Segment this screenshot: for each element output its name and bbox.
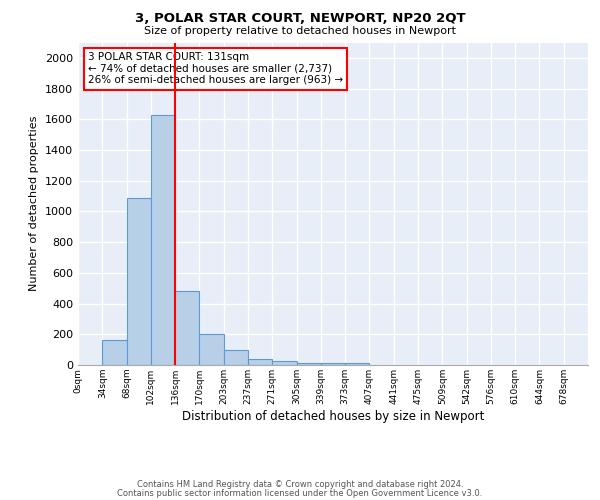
Text: Contains HM Land Registry data © Crown copyright and database right 2024.: Contains HM Land Registry data © Crown c… [137, 480, 463, 489]
Bar [296, 362, 321, 365]
Text: 3 POLAR STAR COURT: 131sqm
← 74% of detached houses are smaller (2,737)
26% of s: 3 POLAR STAR COURT: 131sqm ← 74% of deta… [88, 52, 343, 86]
Bar [345, 364, 370, 365]
Bar [224, 350, 248, 365]
Bar [248, 359, 272, 365]
Bar [199, 334, 224, 365]
Text: Size of property relative to detached houses in Newport: Size of property relative to detached ho… [144, 26, 456, 36]
Bar [127, 198, 151, 365]
X-axis label: Distribution of detached houses by size in Newport: Distribution of detached houses by size … [182, 410, 484, 422]
Y-axis label: Number of detached properties: Number of detached properties [29, 116, 40, 292]
Text: 3, POLAR STAR COURT, NEWPORT, NP20 2QT: 3, POLAR STAR COURT, NEWPORT, NP20 2QT [134, 12, 466, 26]
Bar [102, 340, 127, 365]
Bar [272, 361, 296, 365]
Bar [151, 114, 175, 365]
Text: Contains public sector information licensed under the Open Government Licence v3: Contains public sector information licen… [118, 488, 482, 498]
Bar [175, 292, 199, 365]
Bar [321, 364, 345, 365]
